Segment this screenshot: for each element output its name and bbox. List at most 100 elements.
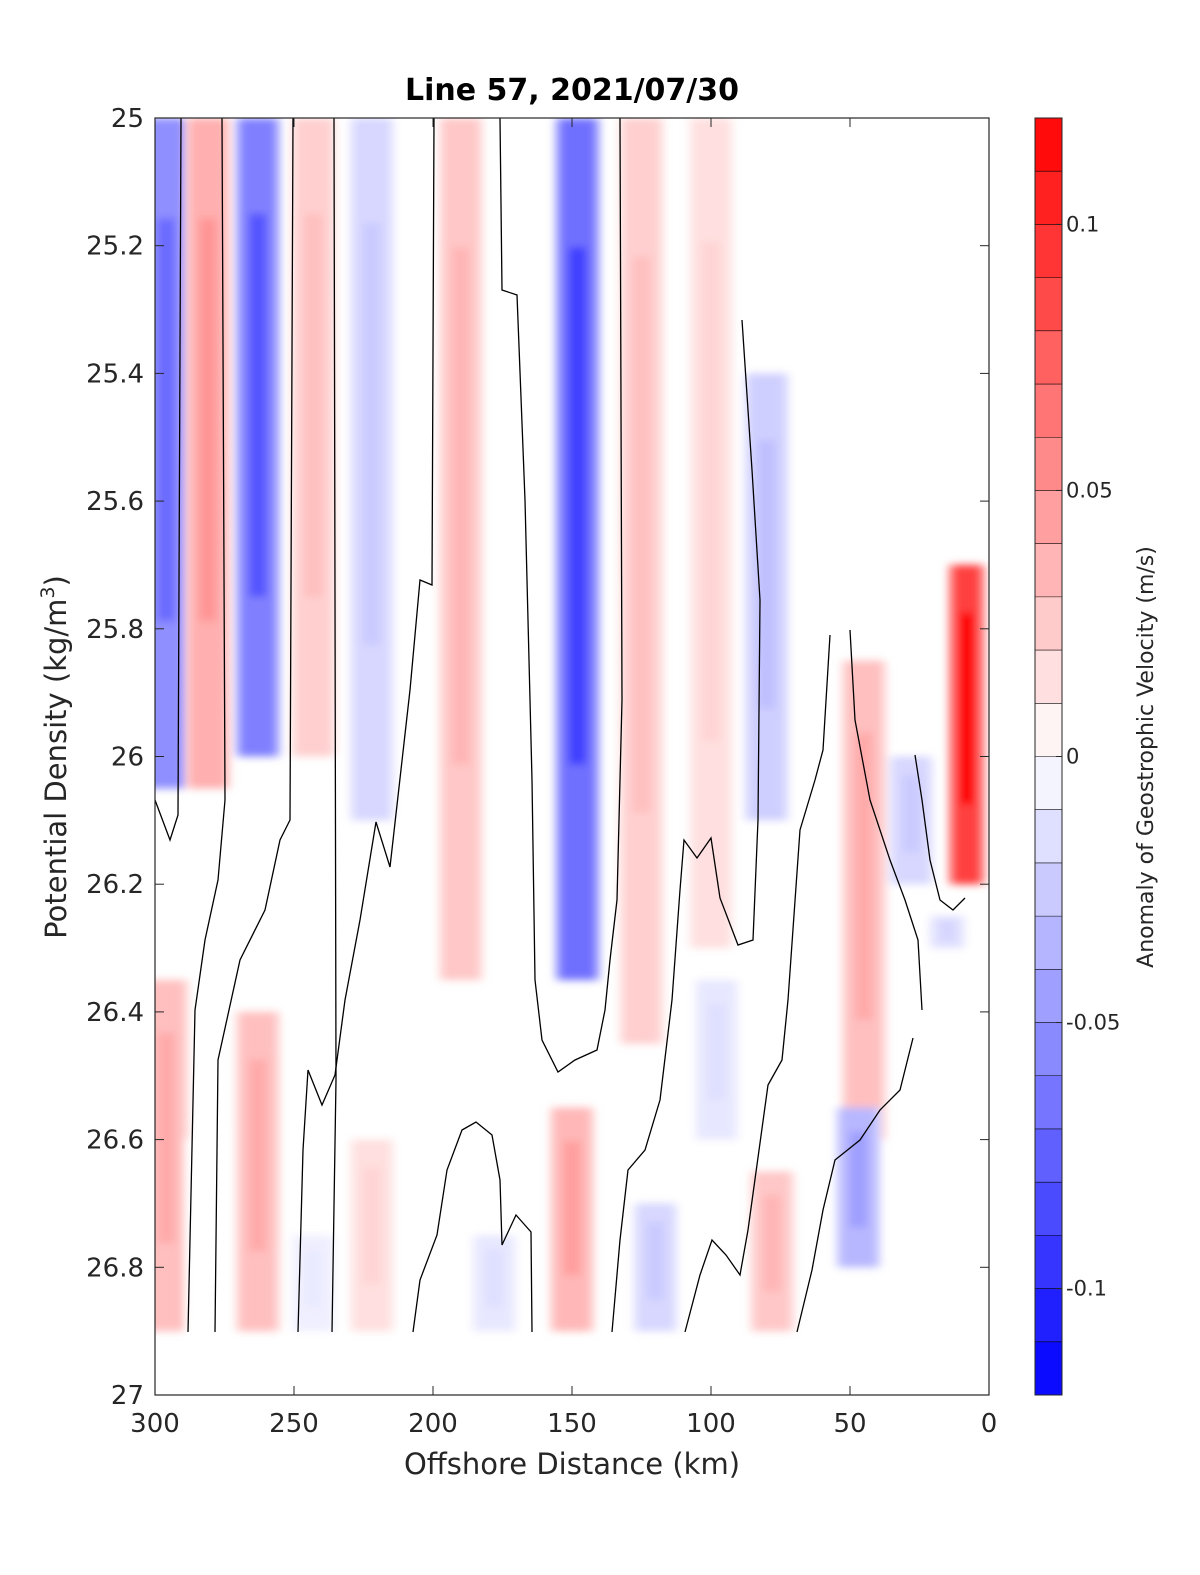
colorbar-segment xyxy=(1035,171,1062,225)
zero-contour xyxy=(297,118,435,1333)
y-axis-label-main: Potential Density (kg/m xyxy=(39,599,73,939)
zero-contour xyxy=(412,1121,533,1333)
y-tick-label: 25.6 xyxy=(86,487,144,517)
zero-contour xyxy=(684,634,831,1333)
zero-contour xyxy=(499,118,623,1073)
colorbar-segment xyxy=(1035,1288,1062,1343)
colorbar-ticks: 0.1 0.05 0 -0.05 -0.1 xyxy=(1056,212,1120,1301)
y-tick-label: 25 xyxy=(111,104,144,134)
colorbar-segment xyxy=(1035,224,1062,279)
x-tick-label: 0 xyxy=(981,1409,998,1439)
x-tick-label: 250 xyxy=(269,1409,319,1439)
x-tick-label: 300 xyxy=(130,1409,180,1439)
colorbar-segment xyxy=(1035,1341,1062,1396)
colorbar-segment xyxy=(1035,1235,1062,1290)
field-band-core xyxy=(940,920,954,941)
field-band xyxy=(688,118,734,949)
field-band-core xyxy=(902,775,920,853)
field-band-core xyxy=(960,612,974,805)
colorbar-segment xyxy=(1035,490,1062,545)
colorbar-segment xyxy=(1035,277,1062,332)
colorbar-segment xyxy=(1035,809,1062,864)
field-band-core xyxy=(199,218,217,621)
x-tick-label: 200 xyxy=(408,1409,458,1439)
colorbar-segment xyxy=(1035,1022,1062,1077)
field-band xyxy=(471,1235,518,1332)
field-band-core xyxy=(855,732,873,1020)
y-tick-label: 25.8 xyxy=(86,615,144,645)
y-tick-label: 26.2 xyxy=(86,870,144,900)
field-band-core xyxy=(758,440,776,709)
field-band-core xyxy=(485,1249,503,1308)
zero-contour xyxy=(155,118,182,842)
y-tick-label: 26 xyxy=(111,743,144,773)
x-tick-label: 50 xyxy=(833,1409,866,1439)
y-axis-label-superscript: 3 xyxy=(37,586,59,598)
colorbar-segment xyxy=(1035,969,1062,1024)
field-band-core xyxy=(157,218,175,621)
zero-contour xyxy=(331,118,337,1333)
colorbar-segment xyxy=(1035,916,1062,970)
field-band xyxy=(184,1139,231,1332)
field-band xyxy=(437,118,484,980)
field-band-core xyxy=(633,256,650,813)
field-band-core xyxy=(304,213,322,597)
field-band-core xyxy=(199,1168,217,1284)
field-band xyxy=(743,373,790,821)
anomaly-field xyxy=(155,118,989,1395)
colorbar xyxy=(1035,117,1062,1396)
colorbar-segment xyxy=(1035,118,1062,172)
field-band xyxy=(155,118,190,789)
field-band xyxy=(632,1203,679,1332)
colorbar-segment xyxy=(1035,1075,1062,1130)
field-band xyxy=(947,564,986,885)
colorbar-segment xyxy=(1035,437,1062,491)
x-axis: 300 250 200 150 100 50 0 xyxy=(130,118,997,1439)
colorbar-segment xyxy=(1035,650,1062,704)
zero-contour xyxy=(214,118,294,1333)
field-band xyxy=(840,660,887,1140)
field-band xyxy=(749,1171,796,1332)
y-tick-label: 27 xyxy=(111,1381,144,1411)
field-band-core xyxy=(646,1222,664,1300)
x-axis-label: Offshore Distance (km) xyxy=(404,1447,740,1481)
field-band xyxy=(928,916,967,949)
colorbar-segment xyxy=(1035,543,1062,598)
x-tick-label: 100 xyxy=(686,1409,736,1439)
field-band xyxy=(348,1139,395,1332)
field-band-core xyxy=(363,1168,381,1284)
field-band xyxy=(693,979,740,1140)
field-band xyxy=(290,1235,337,1332)
field-band xyxy=(835,1107,882,1268)
colorbar-segment xyxy=(1035,862,1062,917)
zero-contour xyxy=(611,319,761,1333)
zero-contour xyxy=(914,754,966,911)
colorbar-segment xyxy=(1035,384,1062,438)
y-tick-label: 25.4 xyxy=(86,359,144,389)
y-axis-label: Potential Density (kg/m3) xyxy=(37,575,73,939)
field-band-core xyxy=(569,247,587,765)
y-axis-label-close: ) xyxy=(39,575,73,586)
colorbar-segment xyxy=(1035,1128,1062,1183)
zero-contour xyxy=(796,1037,914,1333)
colorbar-segment xyxy=(1035,330,1062,385)
field-band-core xyxy=(452,247,470,765)
field-band xyxy=(554,118,601,980)
zero-contour xyxy=(187,118,226,1333)
field-band-core xyxy=(763,1195,781,1292)
colorbar-segment xyxy=(1035,703,1062,757)
chart-title: Line 57, 2021/07/30 xyxy=(405,73,739,108)
field-band xyxy=(549,1107,595,1332)
colorbar-tick-label: 0.1 xyxy=(1066,212,1099,236)
x-tick-label: 150 xyxy=(547,1409,597,1439)
colorbar-tick-label: -0.1 xyxy=(1066,1277,1107,1301)
y-tick-label: 26.6 xyxy=(86,1126,144,1156)
field-band-core xyxy=(249,213,267,597)
field-bands xyxy=(155,118,986,1332)
colorbar-tick-label: -0.05 xyxy=(1066,1011,1120,1035)
y-tick-label: 26.4 xyxy=(86,998,144,1028)
y-axis: 25 25.2 25.4 25.6 25.8 26 26.2 26.4 26.6 26.8 27 xyxy=(86,104,989,1411)
colorbar-tick-label: 0 xyxy=(1066,745,1079,769)
y-tick-label: 26.8 xyxy=(86,1253,144,1283)
